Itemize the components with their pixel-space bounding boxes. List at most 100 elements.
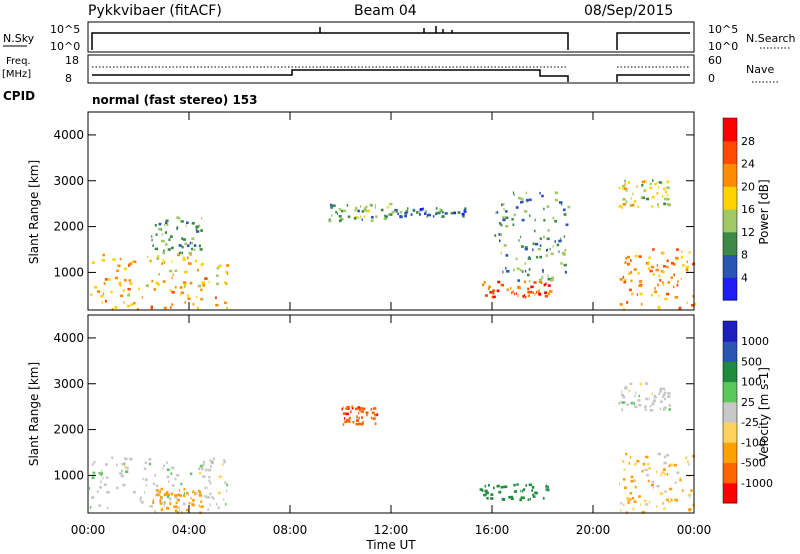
power-cell-5-97 (543, 207, 545, 211)
nsearch-tick-bottom: 10^0 (708, 40, 738, 53)
velocity-cell-1-43 (197, 489, 201, 493)
velocity-cell-2-17 (362, 421, 364, 424)
power-cell-7-2 (656, 181, 658, 185)
velocity-cell-0-100 (166, 461, 168, 464)
power-cell-0-11 (163, 261, 166, 264)
power-cell-7-48 (631, 203, 635, 207)
velocity-cell-1-2 (198, 504, 200, 508)
power-cell-5-55 (502, 218, 506, 222)
velocity-cell-0-102 (208, 468, 212, 472)
cpid-label: CPID (3, 89, 35, 103)
power-cell-5-103 (511, 218, 514, 221)
power-cell-1-12 (158, 222, 162, 226)
power-colorbar-block-3 (723, 209, 737, 233)
power-cell-3-21 (459, 211, 461, 214)
velocity-cell-0-74 (217, 506, 220, 510)
velocity-colorbar-frame (722, 320, 738, 504)
velocity-cell-0-119 (200, 467, 204, 471)
velocity-cell-1-33 (178, 489, 180, 492)
power-cell-0-38 (155, 281, 159, 285)
velocity-cell-1-18 (166, 491, 169, 494)
velocity-colorbar-block-3 (723, 422, 737, 443)
power-cell-5-64 (550, 278, 554, 282)
power-cell-3-3 (435, 212, 438, 216)
velocity-colorbar-tick-3: -25 (741, 416, 759, 429)
velocity-cell-5-76 (668, 464, 671, 468)
power-cell-1-36 (164, 231, 167, 234)
power-cell-7-43 (666, 186, 670, 189)
power-cell-5-34 (520, 197, 524, 201)
velocity-cell-4-45 (651, 402, 655, 405)
velocity-cell-0-69 (152, 482, 156, 486)
power-cell-0-6 (127, 287, 131, 291)
power-cell-0-110 (224, 301, 227, 305)
power-cell-4-44 (538, 289, 540, 292)
velocity-cell-4-26 (662, 408, 666, 411)
velocity-cell-5-26 (646, 474, 649, 477)
velocity-cell-5-85 (638, 495, 641, 498)
velocity-cell-1-46 (186, 508, 190, 512)
velocity-cell-4-2 (662, 395, 665, 398)
velocity-cell-0-58 (99, 472, 103, 475)
power-cell-0-68 (114, 306, 118, 309)
velocity-cell-0-51 (202, 475, 206, 478)
power-cell-5-32 (539, 255, 542, 259)
power-cell-0-9 (225, 282, 228, 285)
power-cell-0-101 (218, 264, 222, 268)
power-cell-6-28 (626, 301, 629, 304)
power-cell-0-96 (118, 281, 122, 285)
power-cell-4-24 (513, 292, 515, 296)
power-cell-5-101 (534, 218, 536, 222)
power-cell-5-40 (552, 245, 554, 248)
velocity-cell-5-87 (663, 455, 667, 459)
velocity-cell-4-52 (624, 385, 628, 389)
velocity-cell-2-44 (354, 407, 359, 411)
velocity-cell-1-10 (152, 499, 154, 502)
power-cell-7-6 (618, 205, 622, 208)
velocity-cell-1-7 (155, 493, 159, 497)
power-cell-0-43 (101, 259, 105, 262)
power-cell-5-62 (512, 191, 514, 194)
power-cell-4-45 (545, 282, 547, 286)
power-cell-5-84 (561, 203, 563, 206)
power-cell-0-46 (128, 279, 131, 282)
power-cell-5-45 (521, 218, 525, 222)
velocity-cell-1-15 (183, 487, 186, 491)
velocity-cell-2-35 (348, 416, 351, 420)
power-cell-0-112 (126, 304, 130, 308)
power-cell-7-41 (656, 203, 659, 206)
power-colorbar-block-0 (723, 277, 737, 301)
velocity-cell-0-114 (171, 484, 175, 487)
power-cell-2-51 (353, 217, 357, 220)
velocity-cell-3-30 (519, 498, 523, 502)
power-cell-2-5 (331, 204, 334, 207)
power-cell-2-17 (370, 215, 374, 219)
power-cell-0-35 (138, 287, 141, 291)
power-cell-5-14 (520, 235, 522, 239)
velocity-cell-4-16 (621, 390, 623, 393)
power-colorbar: 4 8 12 16 20 24 28 (722, 117, 755, 301)
power-cell-0-25 (168, 269, 173, 273)
velocity-cell-5-4 (674, 481, 677, 484)
power-cell-6-8 (661, 281, 664, 284)
power-cell-1-10 (193, 244, 197, 247)
velocity-ytick-label-2: 3000 (53, 377, 84, 391)
velocity-xtick-label-0: 00:00 (71, 523, 106, 537)
velocity-cell-0-63 (98, 504, 102, 507)
velocity-cell-2-32 (358, 416, 360, 420)
power-cell-0-14 (147, 255, 149, 259)
velocity-y-ticks: 1000 2000 3000 4000 (53, 331, 694, 482)
velocity-cell-0-25 (190, 472, 193, 476)
power-cell-0-120 (201, 262, 204, 266)
power-cell-7-38 (640, 196, 643, 199)
power-cell-1-48 (198, 244, 201, 248)
velocity-cell-0-34 (166, 495, 170, 498)
velocity-cell-5-84 (688, 508, 692, 511)
power-cell-0-71 (133, 301, 136, 305)
power-cell-5-104 (559, 201, 563, 204)
power-cell-0-55 (112, 258, 116, 261)
power-cell-6-41 (693, 302, 697, 306)
power-cell-2-4 (330, 203, 332, 207)
power-cell-5-1 (521, 270, 524, 273)
nsky-label: N.Sky (3, 32, 35, 45)
